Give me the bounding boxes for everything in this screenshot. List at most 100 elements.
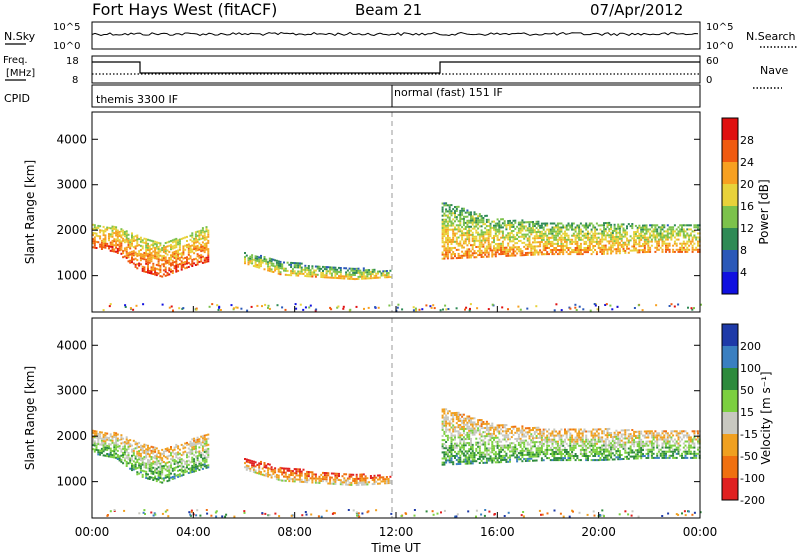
power-echo-cell xyxy=(615,248,618,251)
power-echo-cell xyxy=(560,249,563,251)
power-echo-cell xyxy=(695,248,698,251)
power-echo-cell xyxy=(264,303,267,306)
power-echo-cell xyxy=(537,220,540,223)
power-colorbar-cell xyxy=(722,250,738,272)
velocity-echo-cell xyxy=(533,445,536,448)
power-echo-cell xyxy=(665,248,667,251)
power-echo-cell xyxy=(325,266,328,269)
power-echo-cell xyxy=(571,224,574,227)
velocity-echo-cell xyxy=(109,433,112,436)
velocity-echo-cell xyxy=(530,429,533,432)
velocity-echo-cell xyxy=(194,447,197,450)
velocity-echo-cell xyxy=(159,466,162,469)
velocity-echo-cell xyxy=(462,458,465,461)
power-echo-cell xyxy=(446,234,449,237)
power-echo-cell xyxy=(387,274,390,276)
power-echo-cell xyxy=(485,249,488,252)
velocity-echo-cell xyxy=(597,436,600,439)
velocity-echo-cell xyxy=(145,452,148,455)
velocity-echo-cell xyxy=(306,470,309,473)
power-echo-cell xyxy=(606,222,609,224)
power-echo-cell xyxy=(688,248,691,251)
velocity-echo-cell xyxy=(284,471,287,474)
power-echo-cell xyxy=(138,264,141,267)
velocity-echo-cell xyxy=(268,467,271,470)
power-echo-cell xyxy=(308,306,311,309)
velocity-echo-cell xyxy=(517,441,520,444)
power-echo-cell xyxy=(263,258,266,260)
velocity-echo-cell xyxy=(261,473,264,476)
velocity-echo-cell xyxy=(194,463,197,466)
velocity-echo-cell xyxy=(138,472,141,475)
velocity-echo-cell xyxy=(148,476,151,478)
power-echo-cell xyxy=(624,243,627,246)
velocity-echo-cell xyxy=(611,444,614,447)
velocity-echo-cell xyxy=(496,453,499,456)
velocity-echo-cell xyxy=(168,465,171,468)
velocity-echo-cell xyxy=(141,451,144,454)
power-echo-cell xyxy=(500,251,503,253)
velocity-echo-cell xyxy=(498,444,501,447)
power-echo-cell xyxy=(145,242,148,245)
velocity-echo-cell xyxy=(540,440,543,443)
power-echo-cell xyxy=(509,240,511,243)
power-echo-cell xyxy=(353,274,356,276)
power-echo-cell xyxy=(681,244,683,247)
velocity-echo-cell xyxy=(556,432,559,435)
velocity-echo-cell xyxy=(97,437,100,439)
power-echo-cell xyxy=(516,252,519,255)
power-echo-cell xyxy=(512,248,515,251)
power-echo-cell xyxy=(526,221,529,224)
power-echo-cell xyxy=(457,236,460,239)
power-echo-cell xyxy=(166,261,169,264)
power-echo-cell xyxy=(675,232,678,235)
power-echo-cell xyxy=(503,224,506,227)
velocity-echo-cell xyxy=(539,449,542,452)
velocity-echo-cell xyxy=(480,443,483,446)
power-echo-cell xyxy=(485,233,488,236)
velocity-echo-cell xyxy=(528,449,531,452)
power-echo-cell xyxy=(643,232,646,235)
power-echo-cell xyxy=(613,236,616,238)
velocity-echo-cell xyxy=(205,444,208,447)
velocity-echo-cell xyxy=(519,454,522,457)
power-echo-cell xyxy=(129,251,132,254)
power-echo-cell xyxy=(601,252,604,255)
velocity-echo-cell xyxy=(567,459,570,462)
power-echo-cell xyxy=(484,241,487,244)
power-echo-cell xyxy=(363,307,365,310)
velocity-echo-cell xyxy=(555,459,558,462)
velocity-echo-cell xyxy=(115,442,118,445)
velocity-echo-cell xyxy=(178,460,181,463)
velocity-echo-cell xyxy=(574,442,577,445)
power-echo-cell xyxy=(462,242,465,245)
power-echo-cell xyxy=(100,244,103,246)
velocity-echo-cell xyxy=(462,454,465,457)
velocity-echo-cell xyxy=(148,449,151,452)
velocity-echo-cell xyxy=(485,422,488,425)
velocity-echo-cell xyxy=(109,455,112,458)
velocity-echo-cell xyxy=(455,414,458,416)
power-echo-cell xyxy=(203,230,206,233)
power-echo-cell xyxy=(247,261,250,264)
power-echo-cell xyxy=(175,262,178,265)
velocity-echo-cell xyxy=(540,432,543,435)
velocity-echo-cell xyxy=(182,469,185,472)
power-echo-cell xyxy=(528,241,531,244)
power-echo-cell xyxy=(496,224,499,227)
velocity-echo-cell xyxy=(512,434,515,436)
velocity-echo-cell xyxy=(143,470,146,473)
power-echo-cell xyxy=(175,264,178,267)
velocity-echo-cell xyxy=(141,449,144,452)
velocity-echo-cell xyxy=(116,454,119,456)
power-echo-cell xyxy=(569,253,572,256)
power-echo-cell xyxy=(473,211,476,214)
velocity-echo-cell xyxy=(539,451,542,454)
power-echo-cell xyxy=(145,238,148,241)
velocity-echo-cell xyxy=(487,431,490,433)
power-echo-cell xyxy=(494,226,497,229)
power-echo-cell xyxy=(111,244,114,246)
power-echo-cell xyxy=(509,254,511,257)
power-echo-cell xyxy=(267,306,269,309)
